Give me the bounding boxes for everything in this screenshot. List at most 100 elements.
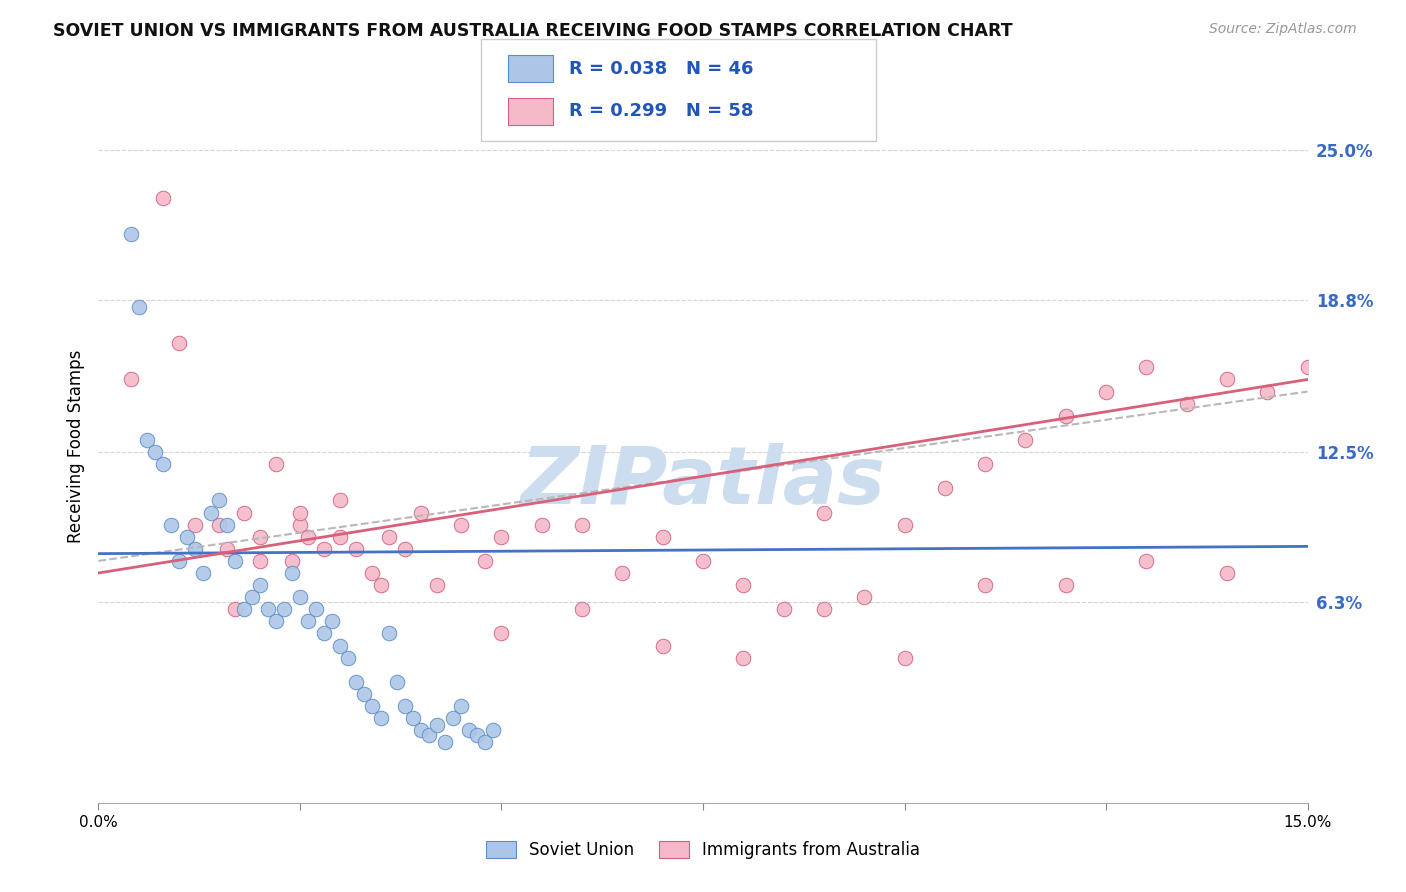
- Point: [813, 506, 835, 520]
- Point: [361, 566, 384, 580]
- Point: [733, 578, 755, 592]
- Point: [474, 554, 496, 568]
- Point: [491, 626, 513, 640]
- Point: [1135, 360, 1157, 375]
- Point: [217, 517, 239, 532]
- Point: [1216, 372, 1239, 386]
- Point: [264, 457, 287, 471]
- Point: [1095, 384, 1118, 399]
- Point: [160, 517, 183, 532]
- Point: [288, 517, 311, 532]
- Point: [329, 639, 352, 653]
- Point: [353, 687, 375, 701]
- Point: [450, 699, 472, 714]
- Point: [385, 674, 408, 689]
- Point: [256, 602, 278, 616]
- Point: [893, 517, 915, 532]
- Point: [1014, 433, 1036, 447]
- Point: [1054, 409, 1077, 423]
- Point: [337, 650, 360, 665]
- Point: [135, 433, 157, 447]
- Point: [314, 541, 336, 556]
- Point: [370, 578, 392, 592]
- Text: R = 0.038   N = 46: R = 0.038 N = 46: [569, 60, 754, 78]
- Point: [450, 517, 472, 532]
- Point: [934, 481, 956, 495]
- Point: [281, 566, 304, 580]
- Point: [651, 639, 673, 653]
- Point: [305, 602, 328, 616]
- Y-axis label: Receiving Food Stamps: Receiving Food Stamps: [66, 350, 84, 542]
- Point: [361, 699, 384, 714]
- Point: [409, 723, 432, 738]
- Point: [402, 711, 425, 725]
- Point: [426, 718, 449, 732]
- Point: [974, 457, 997, 471]
- Point: [208, 493, 231, 508]
- Point: [1135, 554, 1157, 568]
- Point: [329, 530, 352, 544]
- Point: [893, 650, 915, 665]
- Point: [232, 602, 254, 616]
- Point: [530, 517, 553, 532]
- Point: [692, 554, 714, 568]
- Point: [394, 541, 416, 556]
- Point: [474, 735, 496, 749]
- Point: [224, 554, 246, 568]
- Point: [297, 530, 319, 544]
- Point: [281, 554, 304, 568]
- Point: [232, 506, 254, 520]
- Point: [1175, 397, 1198, 411]
- Point: [288, 590, 311, 604]
- Point: [571, 517, 593, 532]
- Point: [143, 445, 166, 459]
- Point: [152, 191, 174, 205]
- Point: [321, 615, 343, 629]
- Point: [120, 372, 142, 386]
- Point: [288, 506, 311, 520]
- Point: [377, 530, 399, 544]
- Point: [200, 506, 222, 520]
- Legend: Soviet Union, Immigrants from Australia: Soviet Union, Immigrants from Australia: [479, 834, 927, 866]
- Point: [1256, 384, 1278, 399]
- Point: [314, 626, 336, 640]
- Point: [571, 602, 593, 616]
- Point: [377, 626, 399, 640]
- Point: [418, 728, 440, 742]
- Point: [176, 530, 198, 544]
- Point: [152, 457, 174, 471]
- Point: [974, 578, 997, 592]
- Point: [249, 530, 271, 544]
- Point: [394, 699, 416, 714]
- Point: [344, 541, 367, 556]
- Point: [772, 602, 794, 616]
- Point: [264, 615, 287, 629]
- Point: [434, 735, 457, 749]
- Point: [167, 554, 190, 568]
- Point: [344, 674, 367, 689]
- Point: [853, 590, 876, 604]
- Point: [491, 530, 513, 544]
- Point: [329, 493, 352, 508]
- Point: [370, 711, 392, 725]
- Point: [128, 300, 150, 314]
- Text: ZIPatlas: ZIPatlas: [520, 442, 886, 521]
- Text: SOVIET UNION VS IMMIGRANTS FROM AUSTRALIA RECEIVING FOOD STAMPS CORRELATION CHAR: SOVIET UNION VS IMMIGRANTS FROM AUSTRALI…: [53, 22, 1014, 40]
- Point: [208, 517, 231, 532]
- Point: [217, 541, 239, 556]
- Text: R = 0.299   N = 58: R = 0.299 N = 58: [569, 103, 754, 120]
- Point: [482, 723, 505, 738]
- Point: [733, 650, 755, 665]
- Point: [426, 578, 449, 592]
- Point: [612, 566, 634, 580]
- Text: Source: ZipAtlas.com: Source: ZipAtlas.com: [1209, 22, 1357, 37]
- Point: [224, 602, 246, 616]
- Point: [249, 578, 271, 592]
- Point: [651, 530, 673, 544]
- Point: [1296, 360, 1319, 375]
- Point: [441, 711, 464, 725]
- Point: [249, 554, 271, 568]
- Point: [409, 506, 432, 520]
- Point: [184, 517, 207, 532]
- Point: [1216, 566, 1239, 580]
